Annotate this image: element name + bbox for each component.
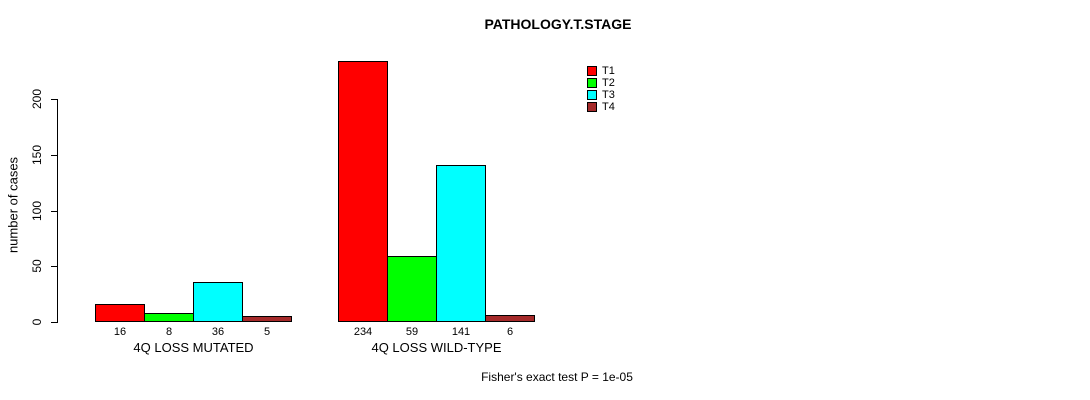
legend-swatch [587, 78, 597, 88]
legend-item-t2: T2 [587, 77, 615, 89]
bar-t2-mutated [144, 313, 194, 322]
y-axis-tick [51, 266, 57, 268]
bar-t4-wild-type [485, 315, 535, 322]
y-axis-tick [51, 210, 57, 212]
legend-label: T2 [602, 77, 615, 89]
y-axis-tick [51, 99, 57, 100]
chart-title: PATHOLOGY.T.STAGE [484, 16, 632, 32]
legend-label: T3 [602, 89, 615, 101]
legend-item-t3: T3 [587, 89, 615, 101]
category-label: 4Q LOSS MUTATED [133, 340, 254, 355]
bar-t3-wild-type [436, 165, 486, 322]
bar-t3-mutated [193, 282, 243, 322]
bar-value-label: 6 [506, 326, 514, 338]
y-axis-tick-label: 50 [30, 259, 44, 273]
y-axis-tick-label: 200 [30, 88, 44, 110]
bar-t2-wild-type [387, 256, 437, 322]
legend-swatch [587, 90, 597, 100]
y-axis-tick [51, 154, 57, 156]
legend-item-t1: T1 [587, 65, 615, 77]
legend-item-t4: T4 [587, 101, 615, 113]
y-axis-line [57, 99, 58, 323]
annotation-text: Fisher's exact test P = 1e-05 [481, 370, 633, 384]
y-axis-tick-label: 0 [30, 318, 44, 326]
category-label: 4Q LOSS WILD-TYPE [371, 340, 502, 355]
bar-value-label: 16 [113, 326, 127, 338]
bar-value-label: 5 [263, 326, 271, 338]
bar-value-label: 8 [165, 326, 173, 338]
legend-label: T1 [602, 65, 615, 77]
bar-value-label: 141 [451, 326, 471, 338]
bar-value-label: 59 [405, 326, 419, 338]
legend-label: T4 [602, 101, 615, 113]
bar-value-label: 36 [211, 326, 225, 338]
bar-t4-mutated [242, 316, 292, 322]
y-axis-tick-label: 100 [30, 200, 44, 221]
bar-t1-mutated [95, 304, 145, 322]
legend-swatch [587, 102, 597, 112]
y-axis-tick-label: 150 [30, 144, 44, 165]
bar-value-label: 234 [353, 326, 373, 338]
y-axis-label: number of cases [5, 156, 21, 254]
legend-swatch [587, 66, 597, 76]
bar-t1-wild-type [338, 61, 388, 322]
y-axis-tick [51, 322, 57, 323]
